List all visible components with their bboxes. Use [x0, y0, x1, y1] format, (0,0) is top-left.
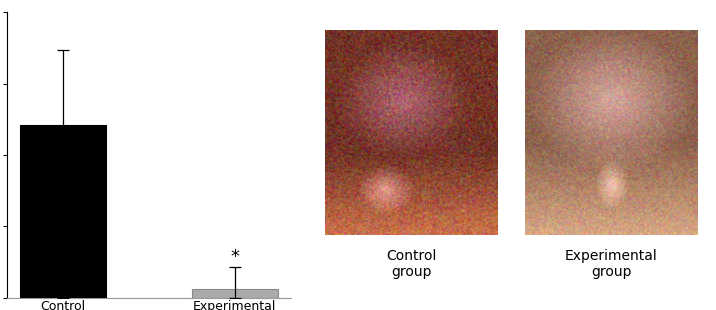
Text: Control
group: Control group — [386, 249, 437, 279]
Bar — [192, 289, 278, 298]
Text: *: * — [231, 248, 239, 266]
Text: Experimental
group: Experimental group — [565, 249, 657, 279]
Bar — [20, 125, 106, 298]
